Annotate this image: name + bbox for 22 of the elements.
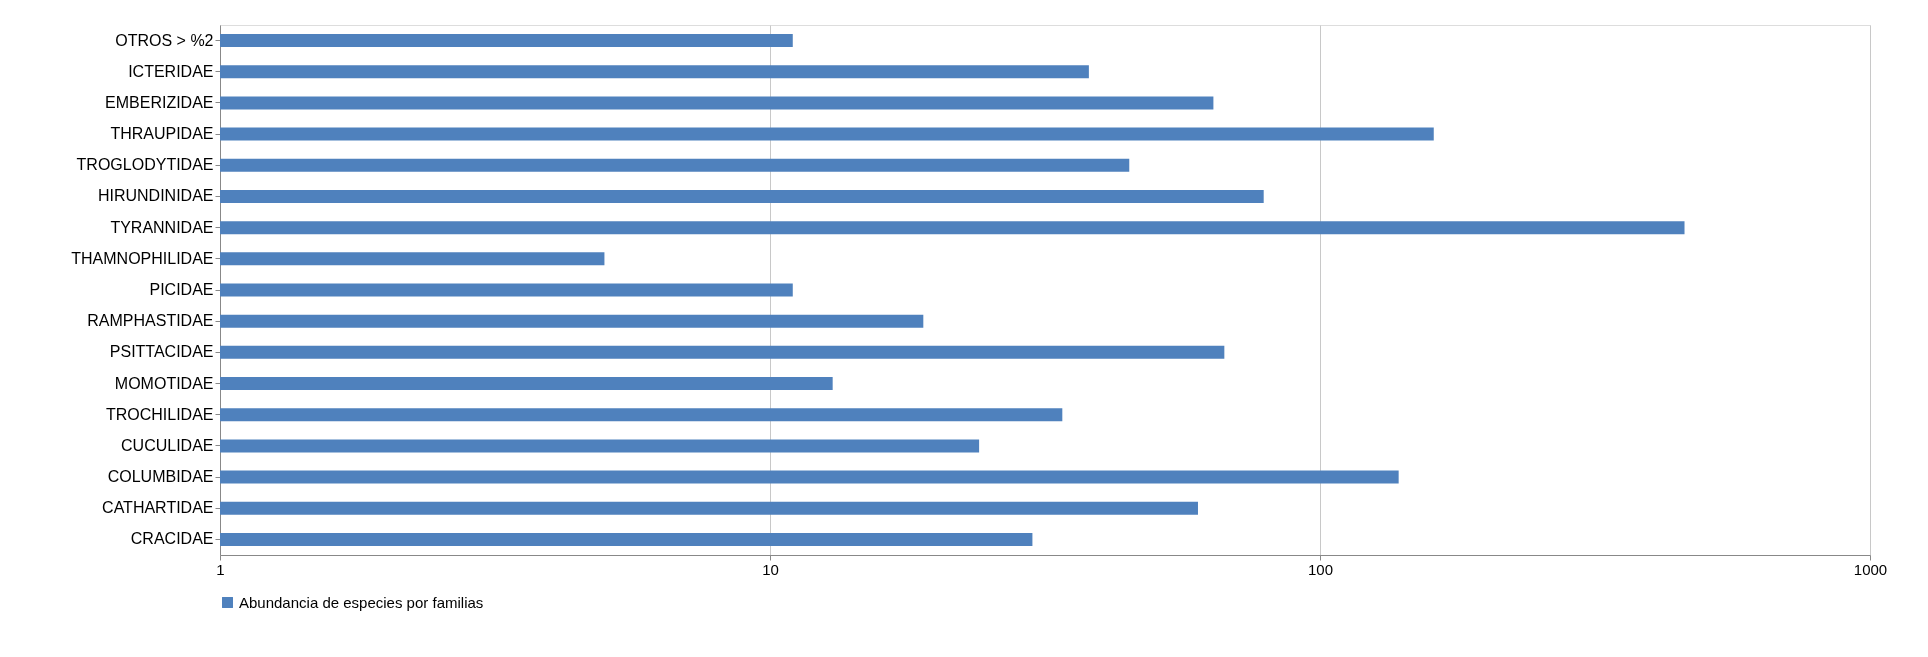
y-tick-label: OTROS > %2: [115, 31, 214, 49]
x-tick-label: 100: [1307, 560, 1334, 578]
x-tick-label: 1: [216, 560, 225, 578]
y-tick-label: HIRUNDINIDAE: [97, 187, 214, 205]
y-tick-label: ICTERIDAE: [128, 62, 214, 80]
y-tick-label: PICIDAE: [149, 281, 214, 298]
y-tick-label: TROGLODYTIDAE: [76, 156, 214, 174]
legend-label: Abundancia de especies por familias: [239, 593, 484, 611]
y-tick-label: CUCULIDAE: [121, 436, 214, 454]
x-tick-label: 1000: [1853, 560, 1888, 578]
y-tick-label: MOMOTIDAE: [114, 374, 214, 392]
y-tick-label: THAMNOPHILIDAE: [71, 249, 214, 267]
y-tick-label: TYRANNIDAE: [110, 218, 214, 236]
y-tick-label: CRACIDAE: [130, 530, 214, 548]
y-tick-label: COLUMBIDAE: [107, 468, 214, 486]
x-tick-label: 10: [762, 560, 779, 578]
y-tick-label: CATHARTIDAE: [102, 499, 214, 517]
y-tick-label: EMBERIZIDAE: [105, 93, 214, 111]
y-tick-label: RAMPHASTIDAE: [87, 312, 214, 330]
y-tick-label: PSITTACIDAE: [109, 343, 214, 361]
y-tick-label: THRAUPIDAE: [110, 125, 214, 143]
y-tick-label: TROCHILIDAE: [105, 405, 214, 423]
